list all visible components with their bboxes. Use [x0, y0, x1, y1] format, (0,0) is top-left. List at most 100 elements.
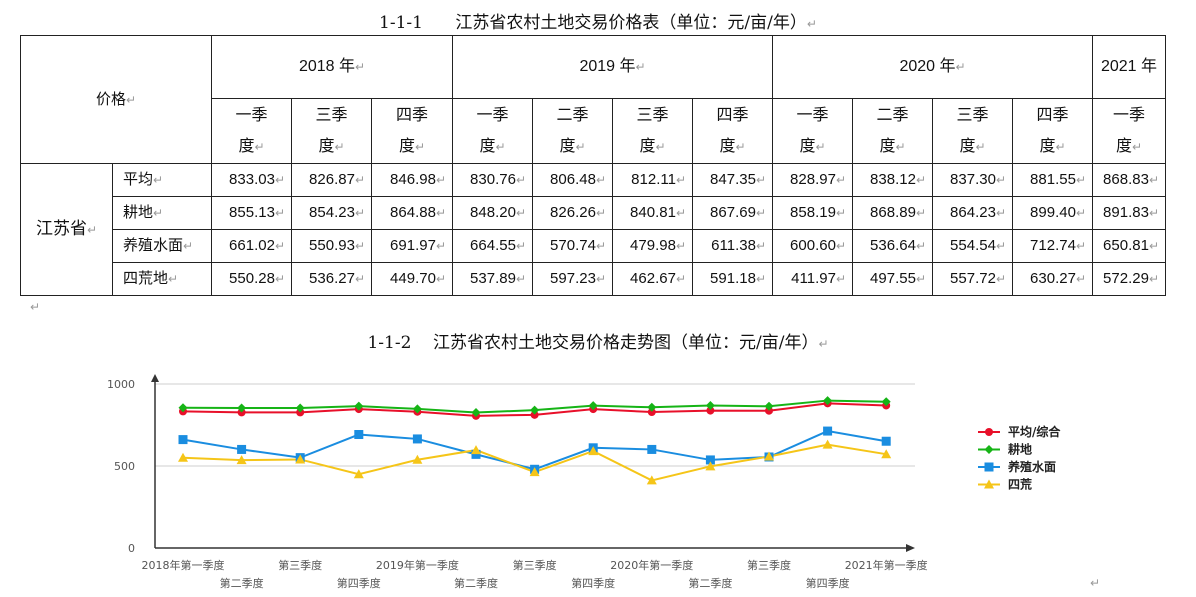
y-tick-label: 1000 — [107, 378, 135, 391]
data-point — [588, 401, 598, 411]
return-mark-icon: ↵ — [515, 272, 526, 286]
x-tick-label: 2020年第一季度 — [610, 558, 693, 572]
legend-label: 养殖水面 — [1007, 459, 1056, 474]
legend-marker — [984, 445, 994, 454]
table-cell: 691.97↵ — [371, 229, 453, 263]
table-cell-value: 449.70 — [390, 270, 436, 287]
quarter-header-text: 度↵ — [559, 136, 586, 155]
year-header-text: 2020 年 — [899, 58, 956, 75]
data-point — [647, 444, 657, 454]
return-mark-icon: ↵ — [835, 173, 846, 187]
quarter-header-text: 度↵ — [318, 136, 345, 155]
return-mark-icon: ↵ — [274, 239, 285, 253]
return-mark-icon: ↵ — [755, 206, 766, 220]
table-cell-value: 572.29 — [1103, 270, 1149, 287]
table-cell: 881.55↵ — [1012, 163, 1093, 197]
y-tick-label: 500 — [114, 460, 135, 473]
price-table: 价格↵ 2018 年↵ 2019 年↵ 2020 年↵ 2021 年一季 度↵ 三季 度↵ 四季… — [20, 35, 1166, 296]
return-mark-icon: ↵ — [274, 206, 285, 220]
table-cell-value: 664.55 — [470, 237, 516, 254]
return-mark-icon: ↵ — [274, 272, 285, 286]
x-tick-label: 第三季度 — [278, 558, 322, 572]
x-tick-label: 第三季度 — [513, 558, 557, 572]
return-mark-icon: ↵ — [595, 272, 606, 286]
return-mark-icon: ↵ — [995, 239, 1006, 253]
table-cell: 554.54↵ — [932, 229, 1013, 263]
table-cell-value: 597.23 — [550, 270, 596, 287]
row-label-text: 耕地 — [123, 203, 154, 221]
data-point — [295, 454, 306, 464]
data-point — [412, 434, 422, 444]
quarter-header-text: 度↵ — [959, 136, 986, 155]
table-cell: 630.27↵ — [1012, 262, 1093, 296]
header-row-quarters: 一季 度↵ 三季 度↵ 四季 度↵ 一季 度↵ 二季 度↵ 三季 度↵ 四季 度↵ 一季 度↵ 二季 度↵ 三季 度↵… — [21, 98, 1166, 164]
table-cell: 497.55↵ — [852, 262, 933, 296]
table-cell: 572.29↵ — [1092, 262, 1166, 296]
return-mark-icon: ↵ — [354, 60, 366, 74]
table-cell-value: 591.18 — [710, 270, 756, 287]
table-cell-value: 846.98 — [390, 171, 436, 188]
return-mark-icon: ↵ — [515, 239, 526, 253]
return-mark-icon: ↵ — [595, 206, 606, 220]
return-mark-icon: ↵ — [675, 239, 686, 253]
legend-marker — [985, 428, 993, 436]
return-mark-icon: ↵ — [414, 140, 426, 154]
table-cell: 557.72↵ — [932, 262, 1013, 296]
x-axis-arrow-icon — [906, 544, 915, 552]
data-point — [705, 400, 715, 410]
x-tick-label: 第二季度 — [688, 576, 732, 590]
quarter-header: 三季度↵ — [291, 98, 372, 164]
return-mark-icon: ↵ — [86, 222, 98, 237]
return-mark-icon: ↵ — [755, 272, 766, 286]
legend-label: 四荒 — [1008, 477, 1032, 492]
quarter-header: 二季 度↵ — [532, 98, 613, 164]
return-mark-icon: ↵ — [1090, 576, 1101, 590]
table-cell-value: 826.87 — [309, 171, 355, 188]
return-mark-icon: ↵ — [815, 140, 826, 154]
quarter-header: 一季 度↵ — [1092, 98, 1166, 164]
quarter-header-text: 度↵ — [398, 136, 426, 155]
table-cell: 846.98↵ — [371, 163, 453, 197]
return-mark-icon: ↵ — [435, 239, 446, 253]
return-mark-icon: ↵ — [675, 206, 686, 220]
return-mark-icon: ↵ — [895, 140, 906, 154]
table-cell-value: 867.69 — [710, 204, 756, 221]
table-cell-value: 536.64 — [870, 237, 916, 254]
return-mark-icon: ↵ — [354, 239, 365, 253]
table-cell: 867.69↵ — [692, 196, 773, 230]
header-row-years: 价格↵ 2018 年↵ 2019 年↵ 2020 年↵ 2021 年 — [20, 35, 1166, 164]
return-mark-icon: ↵ — [818, 337, 829, 351]
table-cell-value: 554.54 — [950, 237, 996, 254]
return-mark-icon: ↵ — [1131, 140, 1143, 154]
return-mark-icon: ↵ — [334, 140, 345, 154]
quarter-header-text: 三季 — [315, 105, 348, 124]
quarter-header-text: 三季 — [956, 105, 989, 124]
data-point — [530, 405, 540, 415]
return-mark-icon: ↵ — [1075, 206, 1086, 220]
table-cell-value: 570.74 — [550, 237, 596, 254]
data-point — [471, 408, 481, 418]
return-mark-icon: ↵ — [995, 272, 1006, 286]
return-mark-icon: ↵ — [915, 272, 926, 286]
quarter-header-text: 一季 — [476, 105, 509, 124]
data-point — [764, 451, 774, 461]
table-cell-value: 536.27 — [309, 270, 355, 287]
y-tick-label: 0 — [128, 542, 135, 555]
quarter-header-text: 四季 — [1036, 105, 1069, 124]
quarter-header: 四季度↵ — [1012, 98, 1093, 164]
table-cell-value: 828.97 — [790, 171, 836, 188]
data-point — [530, 410, 539, 419]
quarter-header-text: 度↵ — [1039, 136, 1066, 155]
series-line — [182, 430, 887, 471]
return-mark-icon: ↵ — [755, 239, 766, 253]
return-mark-icon: ↵ — [595, 173, 606, 187]
table-cell-value: 550.93 — [309, 237, 355, 254]
return-mark-icon: ↵ — [274, 173, 285, 187]
table-row: 养殖水面↵ 661.02↵ 550.93↵ 691.97↵ 664.55↵ 570.74↵… — [21, 229, 1166, 263]
legend-label: 耕地 — [1008, 442, 1032, 457]
data-point — [881, 436, 891, 446]
quarter-header-text: 度↵ — [479, 136, 506, 155]
return-mark-icon: ↵ — [955, 60, 966, 74]
table-cell: 550.93↵ — [291, 229, 372, 263]
table-cell-value: 497.55 — [870, 270, 916, 287]
